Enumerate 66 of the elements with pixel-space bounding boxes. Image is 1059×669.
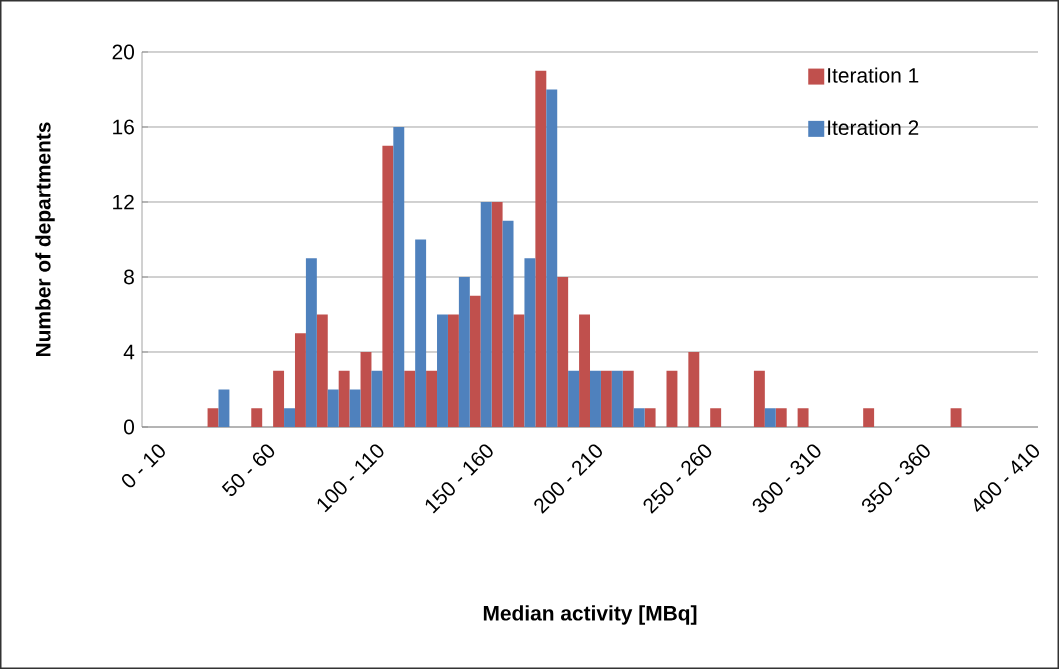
x-tick-label: 0 - 10 (121, 444, 165, 488)
x-tick-label: 300 - 310 (752, 444, 821, 513)
x-tick-label: 150 - 160 (425, 444, 493, 514)
bar (546, 89, 558, 427)
bar (251, 408, 263, 427)
bar (568, 370, 580, 427)
bar (382, 145, 394, 427)
legend-label: Iteration 2 (828, 119, 919, 136)
bar (404, 370, 416, 427)
bar (207, 408, 219, 427)
y-tick-label: 12 (113, 194, 134, 210)
bar (644, 408, 656, 427)
y-tick-label: 8 (124, 269, 134, 285)
x-axis-title: Median activity [MBq] (483, 605, 697, 625)
bar (491, 202, 503, 427)
bar (764, 408, 776, 427)
bar (480, 202, 492, 427)
bar (633, 408, 645, 427)
bar (513, 314, 525, 427)
y-tick-label: 4 (123, 344, 135, 360)
bar (447, 314, 459, 427)
bar (535, 70, 547, 427)
bar (611, 370, 623, 427)
bar (338, 370, 350, 427)
bar (349, 389, 361, 427)
bar (579, 314, 590, 427)
x-tick-label: 200 - 210 (534, 444, 602, 514)
bar (437, 314, 448, 427)
legend-label: Iteration 1 (828, 67, 919, 83)
bar (273, 370, 285, 427)
bar (797, 408, 809, 427)
bar (502, 220, 514, 427)
bar (600, 370, 612, 427)
bar (415, 239, 427, 427)
bar (469, 295, 481, 427)
bar (371, 370, 383, 427)
y-axis-title: Number of departments (35, 122, 55, 357)
bar (426, 370, 438, 427)
y-tick-label: 16 (113, 119, 134, 135)
bar (393, 127, 405, 427)
x-tick-label: 50 - 60 (221, 444, 275, 496)
bar (950, 408, 962, 427)
bar (458, 277, 470, 427)
bar (863, 408, 875, 427)
bar (710, 408, 722, 427)
bar (294, 333, 306, 427)
bar (316, 314, 328, 427)
bar (284, 408, 295, 427)
bar (775, 408, 787, 427)
bar (666, 370, 678, 427)
bar (688, 352, 700, 427)
x-tick-label: 250 - 260 (643, 444, 712, 514)
x-tick-label: 400 - 410 (973, 444, 1040, 512)
bar (360, 352, 372, 427)
bar (622, 370, 634, 427)
x-tick-label: 350 - 360 (862, 444, 930, 513)
bar (218, 389, 230, 427)
y-tick-label: 0 (124, 419, 134, 435)
bar (305, 258, 317, 427)
bar (557, 277, 569, 427)
bar (753, 370, 765, 427)
bar (524, 258, 536, 427)
y-tick-label: 20 (112, 44, 134, 60)
x-tick-label: 100 - 110 (317, 444, 384, 513)
bar (327, 389, 339, 427)
bar (590, 370, 601, 427)
